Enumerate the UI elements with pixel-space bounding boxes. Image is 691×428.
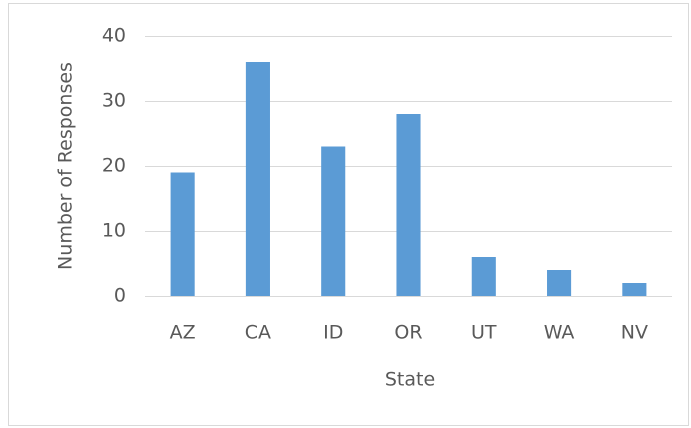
chart-border xyxy=(8,3,689,426)
y-tick-label: 20 xyxy=(102,155,126,177)
bar xyxy=(547,270,572,296)
y-tick-label: 0 xyxy=(114,285,126,307)
x-tick-label: OR xyxy=(394,322,422,344)
bar xyxy=(396,114,421,296)
x-tick-label: NV xyxy=(621,322,648,344)
y-tick-label: 10 xyxy=(102,220,126,242)
bar xyxy=(622,283,647,296)
y-tick-label: 30 xyxy=(102,90,126,112)
y-axis-label: Number of Responses xyxy=(55,62,77,270)
bar xyxy=(170,172,195,296)
bar xyxy=(245,62,270,296)
x-axis-label: State xyxy=(385,369,435,391)
x-tick-label: UT xyxy=(471,322,497,344)
bar xyxy=(471,257,496,296)
y-tick-label: 40 xyxy=(102,25,126,47)
x-tick-label: CA xyxy=(245,322,271,344)
bar xyxy=(321,146,346,296)
x-tick-label: AZ xyxy=(170,322,196,344)
x-tick-label: ID xyxy=(323,322,343,344)
x-tick-label: WA xyxy=(544,322,575,344)
